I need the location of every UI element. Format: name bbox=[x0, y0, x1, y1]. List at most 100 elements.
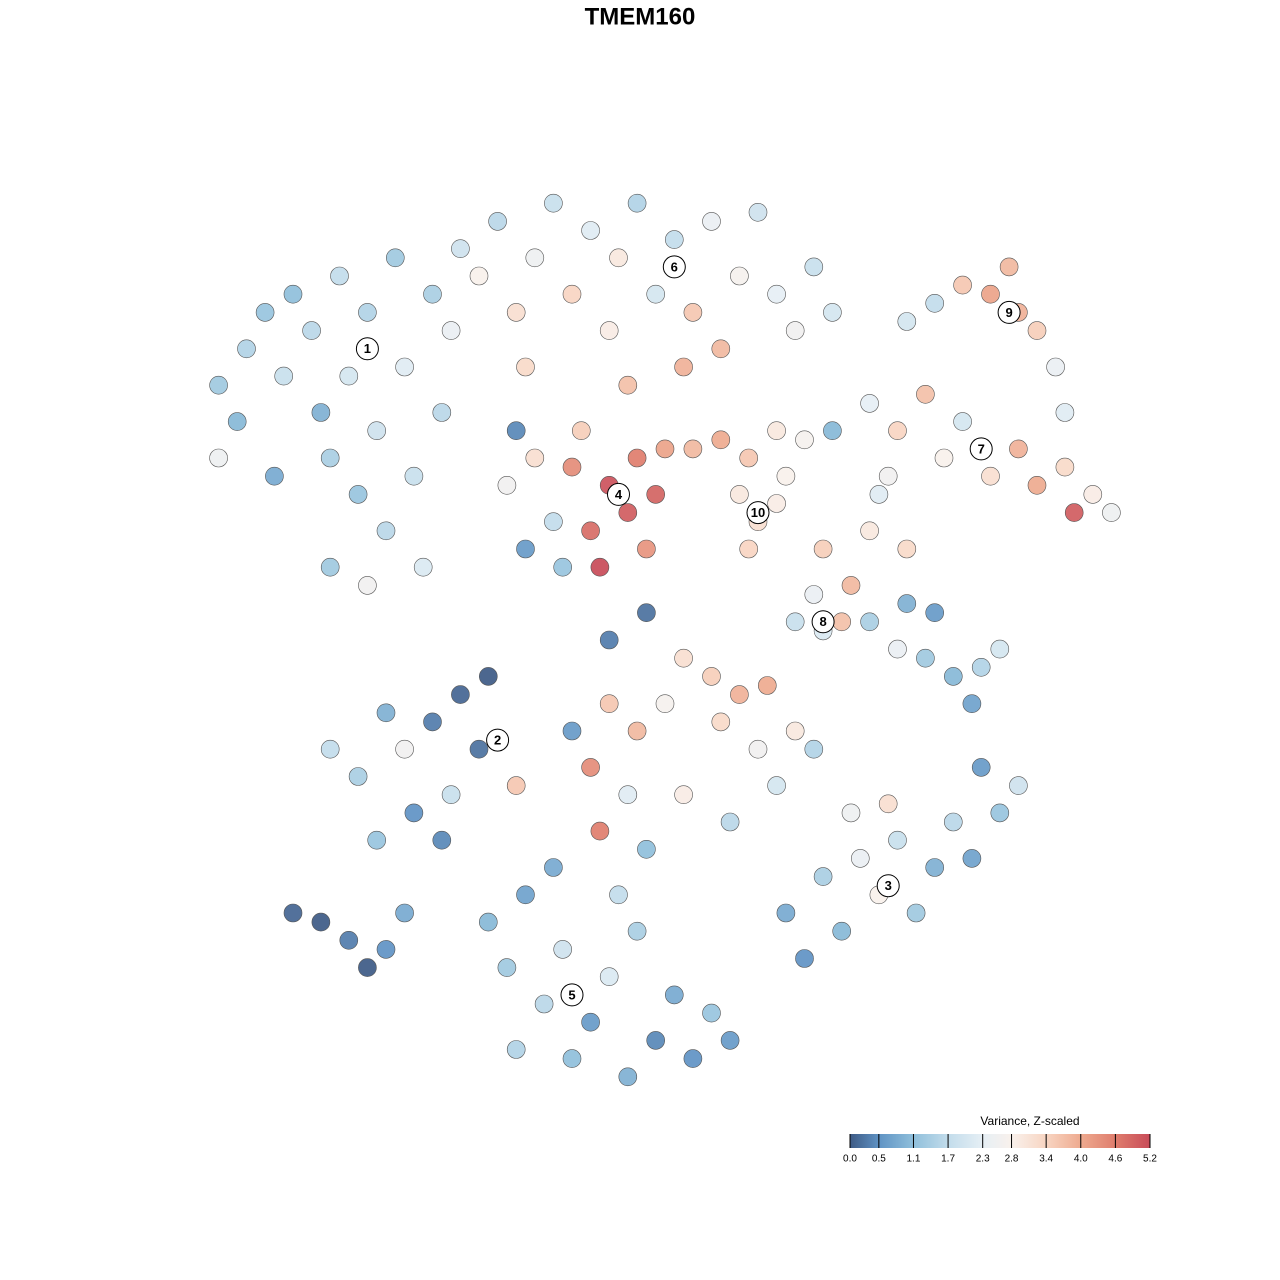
point bbox=[358, 576, 377, 595]
point bbox=[478, 912, 498, 932]
point bbox=[553, 940, 573, 959]
point bbox=[683, 303, 703, 322]
point bbox=[860, 612, 879, 632]
point bbox=[525, 248, 545, 268]
colorbar-tick-label: 3.4 bbox=[1039, 1154, 1053, 1165]
point bbox=[432, 403, 452, 422]
point bbox=[850, 849, 870, 868]
point bbox=[395, 739, 414, 759]
point bbox=[720, 812, 740, 832]
cluster-badge bbox=[746, 501, 770, 525]
point bbox=[339, 366, 359, 386]
point bbox=[981, 466, 1000, 486]
point bbox=[823, 421, 842, 441]
point bbox=[395, 903, 414, 923]
point bbox=[1064, 503, 1084, 522]
point bbox=[265, 466, 284, 486]
point bbox=[404, 803, 424, 823]
point bbox=[888, 830, 907, 850]
point bbox=[516, 539, 535, 559]
point bbox=[544, 193, 563, 213]
point bbox=[1083, 485, 1103, 504]
point bbox=[934, 448, 954, 468]
point bbox=[730, 685, 749, 704]
point bbox=[916, 648, 935, 668]
point bbox=[664, 230, 684, 249]
point bbox=[581, 758, 600, 777]
point bbox=[646, 485, 666, 504]
point bbox=[785, 321, 805, 340]
point bbox=[581, 521, 600, 541]
cluster-label: 1 bbox=[364, 341, 371, 356]
point bbox=[711, 712, 731, 732]
point bbox=[785, 721, 805, 741]
point bbox=[683, 439, 703, 459]
point bbox=[330, 266, 349, 286]
point bbox=[544, 512, 563, 532]
point bbox=[971, 657, 991, 677]
point bbox=[609, 885, 628, 905]
point bbox=[618, 503, 638, 522]
point bbox=[990, 639, 1010, 659]
point bbox=[832, 921, 852, 941]
point bbox=[209, 375, 228, 395]
point bbox=[711, 430, 731, 450]
point bbox=[637, 539, 656, 559]
point bbox=[804, 739, 824, 759]
point bbox=[925, 293, 945, 313]
point bbox=[832, 612, 852, 632]
cluster-label: 3 bbox=[885, 878, 892, 893]
point bbox=[785, 612, 805, 632]
cluster-badge bbox=[997, 300, 1021, 324]
cluster-badge bbox=[969, 437, 993, 461]
point bbox=[451, 685, 470, 704]
point bbox=[506, 776, 526, 795]
point bbox=[720, 1031, 740, 1050]
point bbox=[367, 421, 387, 441]
point bbox=[953, 275, 972, 295]
cluster-label: 8 bbox=[819, 614, 826, 629]
point bbox=[730, 485, 749, 504]
point bbox=[841, 803, 861, 823]
cluster-badge bbox=[355, 337, 379, 361]
point bbox=[599, 694, 619, 714]
cluster-badge bbox=[486, 728, 510, 752]
point bbox=[376, 940, 396, 959]
point bbox=[869, 485, 889, 504]
point bbox=[767, 284, 786, 304]
point bbox=[627, 193, 647, 213]
point bbox=[311, 912, 331, 932]
point bbox=[488, 212, 507, 231]
point bbox=[320, 557, 340, 577]
colorbar-gradient bbox=[850, 1134, 1150, 1148]
point bbox=[655, 694, 675, 714]
cluster-badge bbox=[662, 255, 686, 279]
point bbox=[469, 266, 489, 286]
point bbox=[795, 949, 814, 968]
point bbox=[906, 903, 926, 923]
point bbox=[739, 448, 759, 468]
point bbox=[916, 384, 935, 404]
point bbox=[432, 830, 452, 850]
point bbox=[674, 357, 693, 377]
point bbox=[618, 1067, 638, 1087]
point bbox=[730, 266, 749, 286]
chart-title: TMEM160 bbox=[585, 3, 696, 30]
colorbar: Variance, Z-scaled 0.0 0.5 1.1 1.7 2.3 2.8 3.4 4… bbox=[843, 1114, 1157, 1164]
cluster-label: 6 bbox=[671, 259, 678, 274]
point bbox=[888, 639, 907, 659]
point bbox=[404, 466, 424, 486]
point bbox=[767, 421, 786, 441]
point bbox=[599, 630, 619, 650]
point bbox=[813, 867, 833, 886]
point bbox=[497, 475, 517, 495]
colorbar-tick-label: 4.6 bbox=[1108, 1154, 1122, 1165]
point bbox=[1102, 503, 1121, 522]
point bbox=[1009, 439, 1028, 459]
point bbox=[599, 967, 619, 987]
point bbox=[571, 421, 591, 441]
point bbox=[804, 585, 824, 604]
point bbox=[395, 357, 414, 377]
point bbox=[376, 703, 396, 723]
